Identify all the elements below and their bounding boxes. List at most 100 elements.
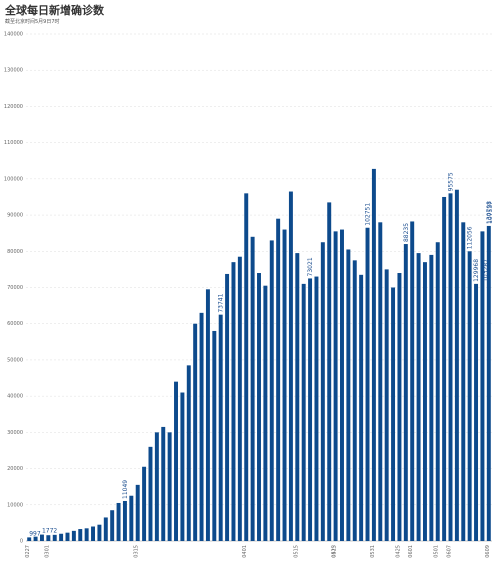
bar bbox=[39, 534, 44, 541]
bar bbox=[193, 323, 198, 541]
bar bbox=[122, 500, 127, 541]
data-label: 73021 bbox=[307, 257, 314, 276]
bar bbox=[46, 535, 51, 541]
x-tick-label: 0315 bbox=[134, 545, 140, 558]
bar bbox=[225, 273, 230, 541]
bar bbox=[461, 222, 466, 542]
bar bbox=[429, 254, 434, 541]
data-label: 112056 bbox=[467, 226, 474, 249]
data-label: 88235 bbox=[403, 223, 410, 242]
bar bbox=[467, 251, 472, 542]
y-tick-label: 110000 bbox=[4, 140, 23, 146]
bar bbox=[435, 242, 440, 541]
bar bbox=[422, 262, 427, 541]
data-label: 130798 bbox=[486, 201, 493, 224]
bar bbox=[359, 274, 364, 541]
bar bbox=[282, 229, 287, 542]
bar bbox=[33, 536, 38, 541]
data-label: 103287 bbox=[483, 259, 490, 282]
bar bbox=[327, 202, 332, 541]
bar bbox=[231, 262, 236, 541]
bar bbox=[154, 432, 159, 541]
bar bbox=[52, 534, 57, 541]
bar bbox=[135, 484, 140, 541]
bar bbox=[110, 510, 115, 541]
y-tick-label: 120000 bbox=[4, 104, 23, 110]
bar bbox=[397, 273, 402, 541]
y-tick-label: 130000 bbox=[4, 68, 23, 74]
bar bbox=[352, 260, 357, 541]
bar bbox=[205, 289, 210, 541]
bar bbox=[27, 537, 32, 541]
bar bbox=[129, 495, 134, 541]
bar bbox=[480, 231, 485, 541]
bar bbox=[71, 530, 76, 541]
bar bbox=[180, 392, 185, 541]
bar bbox=[416, 253, 421, 541]
y-tick-label: 60000 bbox=[7, 321, 23, 327]
bar bbox=[474, 283, 479, 541]
x-tick-label: 0401 bbox=[242, 545, 248, 558]
x-tick-label: 0415 bbox=[332, 545, 338, 558]
data-label: 1772 bbox=[42, 528, 57, 535]
chart-subtitle: 截至北京时间5月9日7时 bbox=[5, 19, 60, 25]
bar bbox=[288, 191, 293, 541]
x-tick-label: 0501 bbox=[434, 545, 440, 558]
bar bbox=[442, 196, 447, 541]
y-tick-label: 10000 bbox=[7, 502, 23, 508]
x-tick-label: 0601 bbox=[408, 545, 414, 558]
x-tick-label: 0301 bbox=[44, 545, 50, 558]
y-tick-label: 140000 bbox=[4, 32, 23, 38]
y-tick-label: 30000 bbox=[7, 430, 23, 436]
bar bbox=[276, 218, 281, 541]
y-tick-label: 100000 bbox=[4, 176, 23, 182]
x-tick-label: 0425 bbox=[395, 545, 401, 558]
bar bbox=[365, 227, 370, 541]
chart-title: 全球每日新增确诊数 bbox=[5, 4, 104, 17]
bar bbox=[116, 502, 121, 541]
bar bbox=[391, 287, 396, 541]
bar bbox=[263, 285, 268, 541]
bar bbox=[257, 273, 261, 541]
data-label: 73741 bbox=[218, 293, 225, 312]
bar bbox=[161, 426, 166, 541]
x-tick-label: 0609 bbox=[485, 545, 491, 558]
y-tick-label: 70000 bbox=[7, 285, 23, 291]
bar bbox=[371, 168, 376, 541]
bar bbox=[333, 231, 338, 541]
bar bbox=[340, 229, 344, 542]
y-tick-label: 80000 bbox=[7, 249, 23, 255]
x-tick-label: 0531 bbox=[370, 545, 376, 558]
bar bbox=[199, 312, 204, 541]
bar bbox=[454, 189, 459, 541]
data-label: 102751 bbox=[365, 203, 372, 226]
data-label: 997 bbox=[29, 530, 41, 537]
bar bbox=[97, 524, 102, 541]
bar bbox=[250, 236, 255, 542]
bar bbox=[65, 532, 70, 541]
bar bbox=[59, 533, 64, 541]
bar bbox=[295, 253, 300, 541]
bar bbox=[301, 283, 306, 541]
bar bbox=[91, 526, 96, 541]
bar bbox=[103, 517, 108, 541]
bar bbox=[174, 381, 178, 541]
bar bbox=[78, 529, 83, 541]
bar bbox=[486, 225, 491, 541]
bar bbox=[186, 365, 191, 541]
bar bbox=[237, 256, 242, 541]
bar bbox=[403, 244, 408, 542]
y-tick-label: 90000 bbox=[7, 213, 23, 219]
y-tick-label: 50000 bbox=[7, 357, 23, 363]
y-tick-label: 0 bbox=[20, 539, 23, 545]
x-tick-label: 0515 bbox=[293, 545, 299, 558]
data-label: 129968 bbox=[473, 259, 480, 282]
bar bbox=[84, 528, 89, 541]
y-tick-label: 20000 bbox=[7, 466, 23, 472]
data-label: 11049 bbox=[122, 480, 129, 499]
bar bbox=[448, 193, 453, 542]
data-label: 107537 bbox=[487, 201, 494, 224]
bar bbox=[320, 242, 325, 541]
data-label: 95575 bbox=[448, 172, 455, 191]
bar bbox=[308, 278, 313, 541]
